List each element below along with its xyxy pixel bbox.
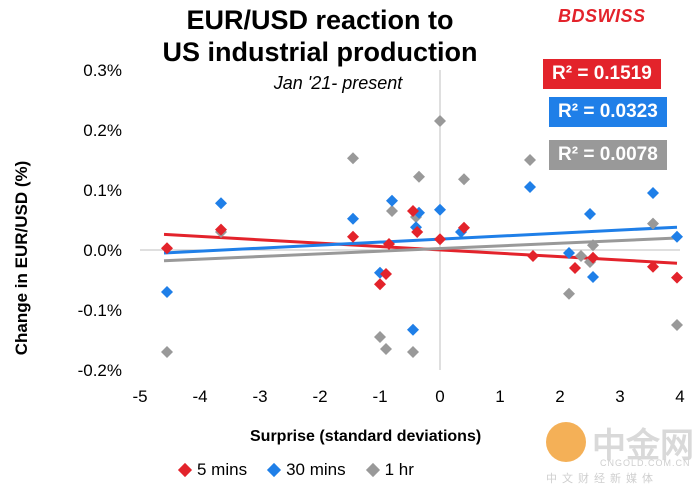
data-point-1-hr	[671, 319, 683, 331]
watermark-tagline: 中文财经新媒体	[546, 473, 658, 485]
data-point-5-mins	[587, 251, 599, 264]
x-tick-label: -5	[132, 387, 147, 406]
x-tick-label: 1	[495, 387, 504, 406]
r2-box-1hr: R² = 0.0078	[549, 140, 667, 170]
data-point-5-mins	[434, 233, 446, 246]
data-point-5-mins	[671, 271, 683, 284]
data-point-5-mins	[458, 221, 470, 234]
data-point-30-mins	[347, 212, 359, 225]
brand-logo: BDSWISS	[558, 6, 646, 26]
data-point-1-hr	[647, 217, 659, 230]
data-point-5-mins	[380, 268, 392, 280]
trend-line-30-mins	[163, 225, 678, 255]
r2-box-30min: R² = 0.0323	[549, 97, 667, 127]
data-point-1-hr	[386, 205, 398, 217]
x-axis-label: Surprise (standard deviations)	[250, 428, 482, 445]
data-point-30-mins	[524, 181, 536, 193]
data-point-1-hr	[407, 346, 419, 358]
watermark-name: 中金网	[592, 426, 694, 466]
y-tick-label: 0.3%	[83, 61, 122, 80]
data-point-30-mins	[434, 203, 446, 216]
legend-marker-5min	[177, 462, 193, 478]
data-point-5-mins	[411, 226, 424, 238]
data-point-5-mins	[374, 278, 386, 291]
watermark-logo-icon	[546, 422, 586, 462]
data-point-30-mins	[587, 271, 599, 283]
y-tick-label: 0.1%	[83, 181, 122, 200]
data-point-1-hr	[563, 287, 575, 300]
y-tick-label: -0.2%	[78, 361, 122, 380]
legend-label-30min: 30 mins	[286, 460, 346, 479]
data-point-30-mins	[671, 230, 683, 243]
data-point-5-mins	[527, 250, 539, 262]
y-tick-label: 0.2%	[83, 121, 122, 140]
data-point-30-mins	[386, 194, 398, 207]
watermark-url: CNGOLD.COM.CN	[600, 458, 691, 468]
data-point-1-hr	[575, 250, 587, 262]
data-point-1-hr	[587, 239, 599, 252]
data-points	[161, 115, 683, 358]
legend: 5 mins 30 mins 1 hr	[177, 460, 414, 480]
data-point-30-mins	[647, 187, 659, 199]
title-line-2: US industrial production	[162, 37, 478, 67]
data-point-30-mins	[215, 197, 227, 210]
legend-item-5min: 5 mins	[177, 460, 248, 480]
data-point-1-hr	[524, 154, 536, 166]
data-point-1-hr	[434, 115, 446, 127]
data-point-1-hr	[347, 152, 359, 165]
tick-labels: -5 -4 -3 -2 -1 0 1 2 3 4 -0.2% -0.1% 0.0% 0.1% 0.2% 0.3…	[78, 61, 685, 406]
chart-subtitle: Jan '21- present	[273, 73, 403, 93]
x-tick-label: 3	[615, 387, 624, 406]
r2-box-5min: R² = 0.1519	[543, 59, 661, 89]
watermark: 中金网 CNGOLD.COM.CN 中文财经新媒体	[540, 418, 700, 490]
data-point-30-mins	[584, 208, 596, 220]
data-point-30-mins	[407, 323, 419, 336]
x-tick-label: -2	[312, 387, 327, 406]
data-point-5-mins	[161, 242, 173, 255]
x-tick-label: 2	[555, 387, 564, 406]
data-point-1-hr	[161, 346, 173, 358]
x-tick-label: -3	[252, 387, 267, 406]
data-point-1-hr	[413, 170, 425, 183]
data-point-5-mins	[569, 262, 581, 274]
data-point-5-mins	[215, 223, 227, 236]
legend-marker-30min	[267, 462, 282, 478]
legend-label-1hr: 1 hr	[384, 460, 414, 479]
axes	[140, 70, 680, 370]
title-line-1: EUR/USD reaction to	[186, 5, 454, 35]
legend-label-5min: 5 mins	[197, 460, 248, 479]
legend-item-1hr: 1 hr	[365, 460, 414, 480]
legend-item-30min: 30 mins	[267, 460, 346, 480]
data-point-1-hr	[458, 173, 470, 186]
data-point-5-mins	[647, 260, 659, 273]
chart-title: EUR/USD reaction to US industrial produc…	[110, 4, 530, 68]
data-point-5-mins	[407, 205, 419, 217]
data-point-5-mins	[347, 230, 359, 243]
data-point-5-mins	[383, 238, 395, 250]
x-tick-label: 0	[435, 387, 444, 406]
data-point-1-hr	[380, 343, 392, 355]
x-tick-label: 4	[675, 387, 684, 406]
x-tick-label: -4	[192, 387, 207, 406]
y-tick-label: 0.0%	[83, 241, 122, 260]
data-point-30-mins	[563, 247, 575, 259]
y-tick-label: -0.1%	[78, 301, 122, 320]
data-point-30-mins	[161, 286, 173, 298]
data-point-1-hr	[374, 331, 386, 343]
legend-marker-1hr	[365, 462, 380, 478]
x-tick-label: -1	[372, 387, 387, 406]
